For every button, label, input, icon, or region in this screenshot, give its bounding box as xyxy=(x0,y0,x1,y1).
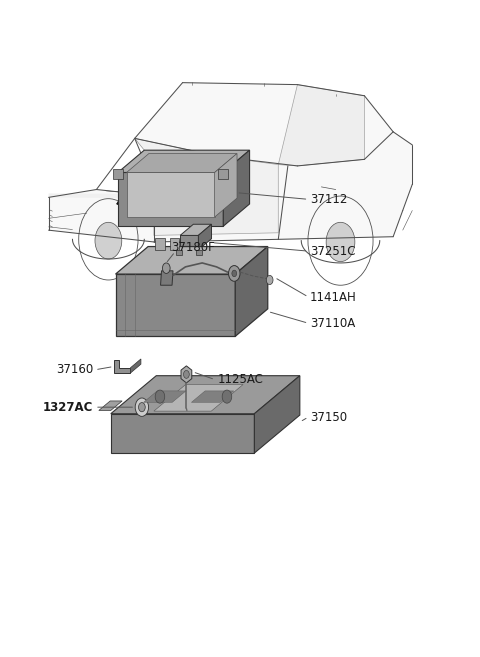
Polygon shape xyxy=(116,274,235,336)
Circle shape xyxy=(326,222,355,261)
Circle shape xyxy=(232,270,237,277)
Polygon shape xyxy=(181,366,192,383)
Polygon shape xyxy=(111,376,300,414)
Text: 37160: 37160 xyxy=(56,363,94,376)
Polygon shape xyxy=(48,83,412,242)
Circle shape xyxy=(139,403,145,412)
Polygon shape xyxy=(176,250,182,255)
Polygon shape xyxy=(118,150,250,173)
Polygon shape xyxy=(254,376,300,453)
Circle shape xyxy=(228,265,240,281)
Polygon shape xyxy=(192,391,234,402)
Polygon shape xyxy=(160,271,173,285)
Circle shape xyxy=(135,398,149,417)
Polygon shape xyxy=(154,157,278,235)
Polygon shape xyxy=(127,154,237,173)
Text: 1141AH: 1141AH xyxy=(310,290,357,304)
Polygon shape xyxy=(196,250,202,255)
Polygon shape xyxy=(218,169,228,179)
Polygon shape xyxy=(117,187,145,214)
Polygon shape xyxy=(114,360,131,373)
Polygon shape xyxy=(127,173,215,217)
Polygon shape xyxy=(223,150,250,226)
Polygon shape xyxy=(116,246,268,274)
Polygon shape xyxy=(48,193,221,198)
Circle shape xyxy=(155,390,165,403)
Polygon shape xyxy=(113,169,123,179)
Polygon shape xyxy=(99,401,122,411)
Polygon shape xyxy=(180,235,198,250)
Text: 37180F: 37180F xyxy=(171,240,215,254)
Circle shape xyxy=(222,390,232,403)
Polygon shape xyxy=(198,224,212,250)
Polygon shape xyxy=(169,238,179,250)
Polygon shape xyxy=(215,154,237,217)
Text: 37112: 37112 xyxy=(310,193,347,206)
Circle shape xyxy=(95,222,122,259)
Polygon shape xyxy=(144,391,186,402)
Polygon shape xyxy=(131,359,141,373)
Circle shape xyxy=(162,263,170,273)
Polygon shape xyxy=(118,173,223,226)
Circle shape xyxy=(183,371,189,378)
Circle shape xyxy=(266,275,273,284)
Polygon shape xyxy=(235,246,268,336)
Text: 37150: 37150 xyxy=(310,411,347,424)
Text: 1125AC: 1125AC xyxy=(218,373,264,386)
Polygon shape xyxy=(156,238,165,250)
Polygon shape xyxy=(278,85,364,166)
Text: 37110A: 37110A xyxy=(310,317,355,330)
Polygon shape xyxy=(154,384,243,411)
Polygon shape xyxy=(111,414,254,453)
Text: 37251C: 37251C xyxy=(310,244,355,258)
Text: 1327AC: 1327AC xyxy=(43,401,94,414)
Polygon shape xyxy=(180,224,212,235)
Polygon shape xyxy=(135,139,221,197)
